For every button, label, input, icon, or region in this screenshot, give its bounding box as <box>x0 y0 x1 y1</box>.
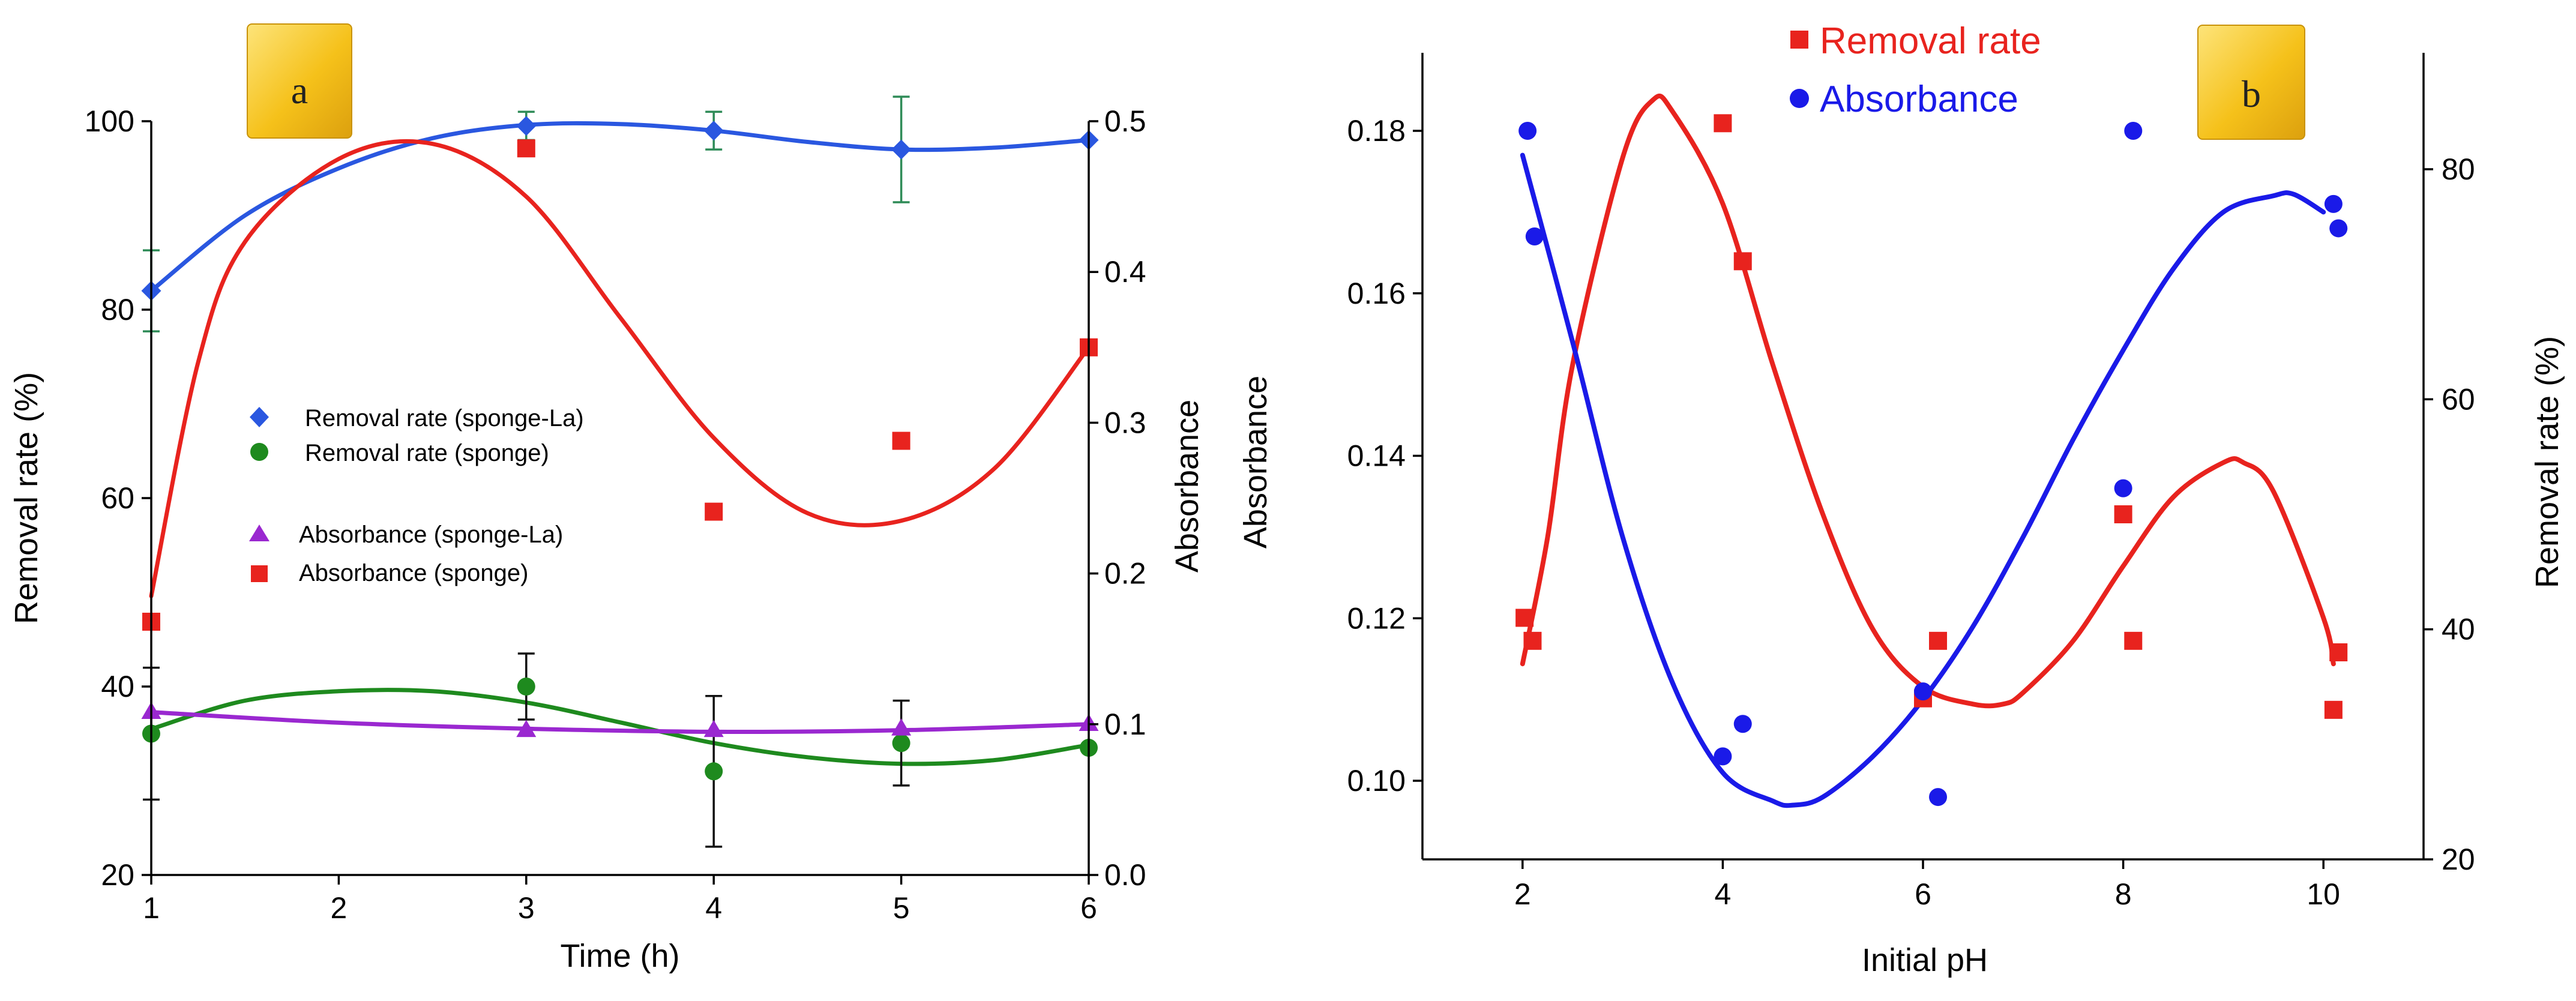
b-legend-label-2: Absorbance <box>1820 79 2018 120</box>
a-data-point <box>891 139 912 160</box>
b-x-tick-label: 4 <box>1714 877 1731 911</box>
b-x-tick-label: 8 <box>2115 877 2132 911</box>
a-y2-tick-label: 0.4 <box>1104 255 1146 289</box>
b-data-point <box>2114 505 2132 523</box>
a-data-point <box>705 762 723 781</box>
b-data-point <box>2124 122 2143 140</box>
a-data-point <box>705 502 723 521</box>
b-y-tick-label: 0.16 <box>1347 277 1406 310</box>
panel-a-tag <box>247 23 352 139</box>
b-x-axis-title: Initial pH <box>1862 942 1988 978</box>
a-legend-label-2: Removal rate (sponge) <box>305 440 549 466</box>
a-data-point <box>516 116 537 136</box>
a-y2-tick-label: 0.1 <box>1104 708 1146 741</box>
a-y-axis-title: Removal rate (%) <box>8 372 44 624</box>
legend-square-marker <box>251 565 268 582</box>
b-data-point <box>1523 631 1542 650</box>
b-x-tick-label: 10 <box>2307 877 2340 911</box>
b-data-point <box>1525 227 1544 245</box>
b-fit-line-removal-rate <box>1520 93 2336 709</box>
a-data-point <box>517 678 535 696</box>
b-data-point <box>1733 715 1752 733</box>
a-x-tick-label: 2 <box>330 891 347 925</box>
panel-b-tag <box>2197 25 2305 140</box>
chart-panel-a: 1 2 3 4 5 6 20 40 60 80 100 0.0 0.1 0.2 0.3 0.4 0.5 Time… <box>8 23 1205 974</box>
panel-a-label: a <box>247 23 352 139</box>
b-legend-label-1: Removal rate <box>1820 20 2041 62</box>
b-x-tick-label: 6 <box>1915 877 1931 911</box>
b-y2-tick-label: 20 <box>2442 843 2475 876</box>
a-data-point <box>892 431 910 450</box>
a-y-tick-label: 100 <box>85 104 134 138</box>
a-y-tick-label: 60 <box>101 481 134 515</box>
panel-b-letter: b <box>2242 73 2261 115</box>
a-y-tick-label: 40 <box>101 670 134 703</box>
a-y2-tick-label: 0.5 <box>1104 104 1146 138</box>
b-y-tick-label: 0.14 <box>1347 439 1406 473</box>
a-fit-line-absorbance-sponge- <box>149 139 1091 598</box>
b-fit-line-absorbance <box>1520 152 2326 808</box>
a-x-axis-title: Time (h) <box>561 938 680 974</box>
legend-triangle-marker <box>249 525 269 541</box>
a-x-tick-label: 1 <box>143 891 160 925</box>
a-data-point <box>703 121 724 141</box>
a-x-tick-label: 5 <box>893 891 910 925</box>
a-legend-label-3: Absorbance (sponge-La) <box>299 522 563 548</box>
chart-panel-b: 2 4 6 8 10 0.10 0.12 0.14 0.16 0.18 20 40 60 80 Initi… <box>1238 20 2565 978</box>
b-legend: Removal rate Absorbance <box>1790 20 2041 120</box>
b-data-point <box>2324 194 2343 213</box>
b-data-point <box>1714 747 1732 766</box>
b-data-point <box>1714 114 1732 133</box>
b-data-point <box>1733 252 1752 271</box>
b-data-point <box>1929 631 1948 650</box>
b-data-point <box>2329 219 2348 238</box>
b-x-tick-label: 2 <box>1514 877 1531 911</box>
a-y2-tick-label: 0.0 <box>1104 858 1146 892</box>
legend-diamond-marker <box>250 407 269 427</box>
a-y-tick-label: 20 <box>101 858 134 892</box>
legend-circle-marker <box>1790 89 1809 108</box>
a-x-tick-label: 6 <box>1080 891 1097 925</box>
a-y2-tick-label: 0.2 <box>1104 557 1146 591</box>
a-legend-label-4: Absorbance (sponge) <box>299 560 528 586</box>
b-y-tick-label: 0.10 <box>1347 764 1406 798</box>
b-y-tick-label: 0.12 <box>1347 601 1406 635</box>
b-y2-tick-label: 80 <box>2442 152 2475 186</box>
a-data-point <box>891 718 912 736</box>
a-data-point <box>516 720 537 738</box>
b-data-point <box>1518 122 1537 140</box>
legend-circle-marker <box>250 443 268 461</box>
a-data-point <box>517 139 535 158</box>
panel-b-label: b <box>2197 25 2305 140</box>
b-y-tick-label: 0.18 <box>1347 114 1406 148</box>
b-data-point <box>2329 643 2348 661</box>
panel-a-letter: a <box>291 69 308 112</box>
a-fit-line-removal-rate-sponge- <box>149 688 1091 766</box>
a-y2-axis-title: Absorbance <box>1169 400 1205 573</box>
b-data-point <box>1914 682 1932 701</box>
b-data-point <box>2124 631 2143 650</box>
b-data-point <box>1929 788 1948 807</box>
a-fit-line-removal-rate-sponge-la- <box>149 121 1091 293</box>
b-y-axis-title: Absorbance <box>1238 376 1274 549</box>
b-data-point <box>2114 479 2132 497</box>
a-data-point <box>892 734 910 753</box>
a-x-tick-label: 3 <box>518 891 535 925</box>
a-x-tick-label: 4 <box>705 891 722 925</box>
legend-square-marker <box>1790 31 1808 49</box>
b-data-point <box>2324 700 2343 719</box>
a-y2-tick-label: 0.3 <box>1104 406 1146 439</box>
a-y-tick-label: 80 <box>101 293 134 326</box>
b-data-point <box>1515 609 1534 627</box>
b-y2-tick-label: 60 <box>2442 382 2475 416</box>
b-y2-axis-title: Removal rate (%) <box>2529 336 2565 588</box>
b-y2-tick-label: 40 <box>2442 613 2475 646</box>
a-legend: Removal rate (sponge-La) Removal rate (s… <box>249 405 584 586</box>
a-legend-label-1: Removal rate (sponge-La) <box>305 405 584 431</box>
a-fit-line-absorbance-sponge-la- <box>149 710 1091 734</box>
a-data-point <box>703 720 724 738</box>
